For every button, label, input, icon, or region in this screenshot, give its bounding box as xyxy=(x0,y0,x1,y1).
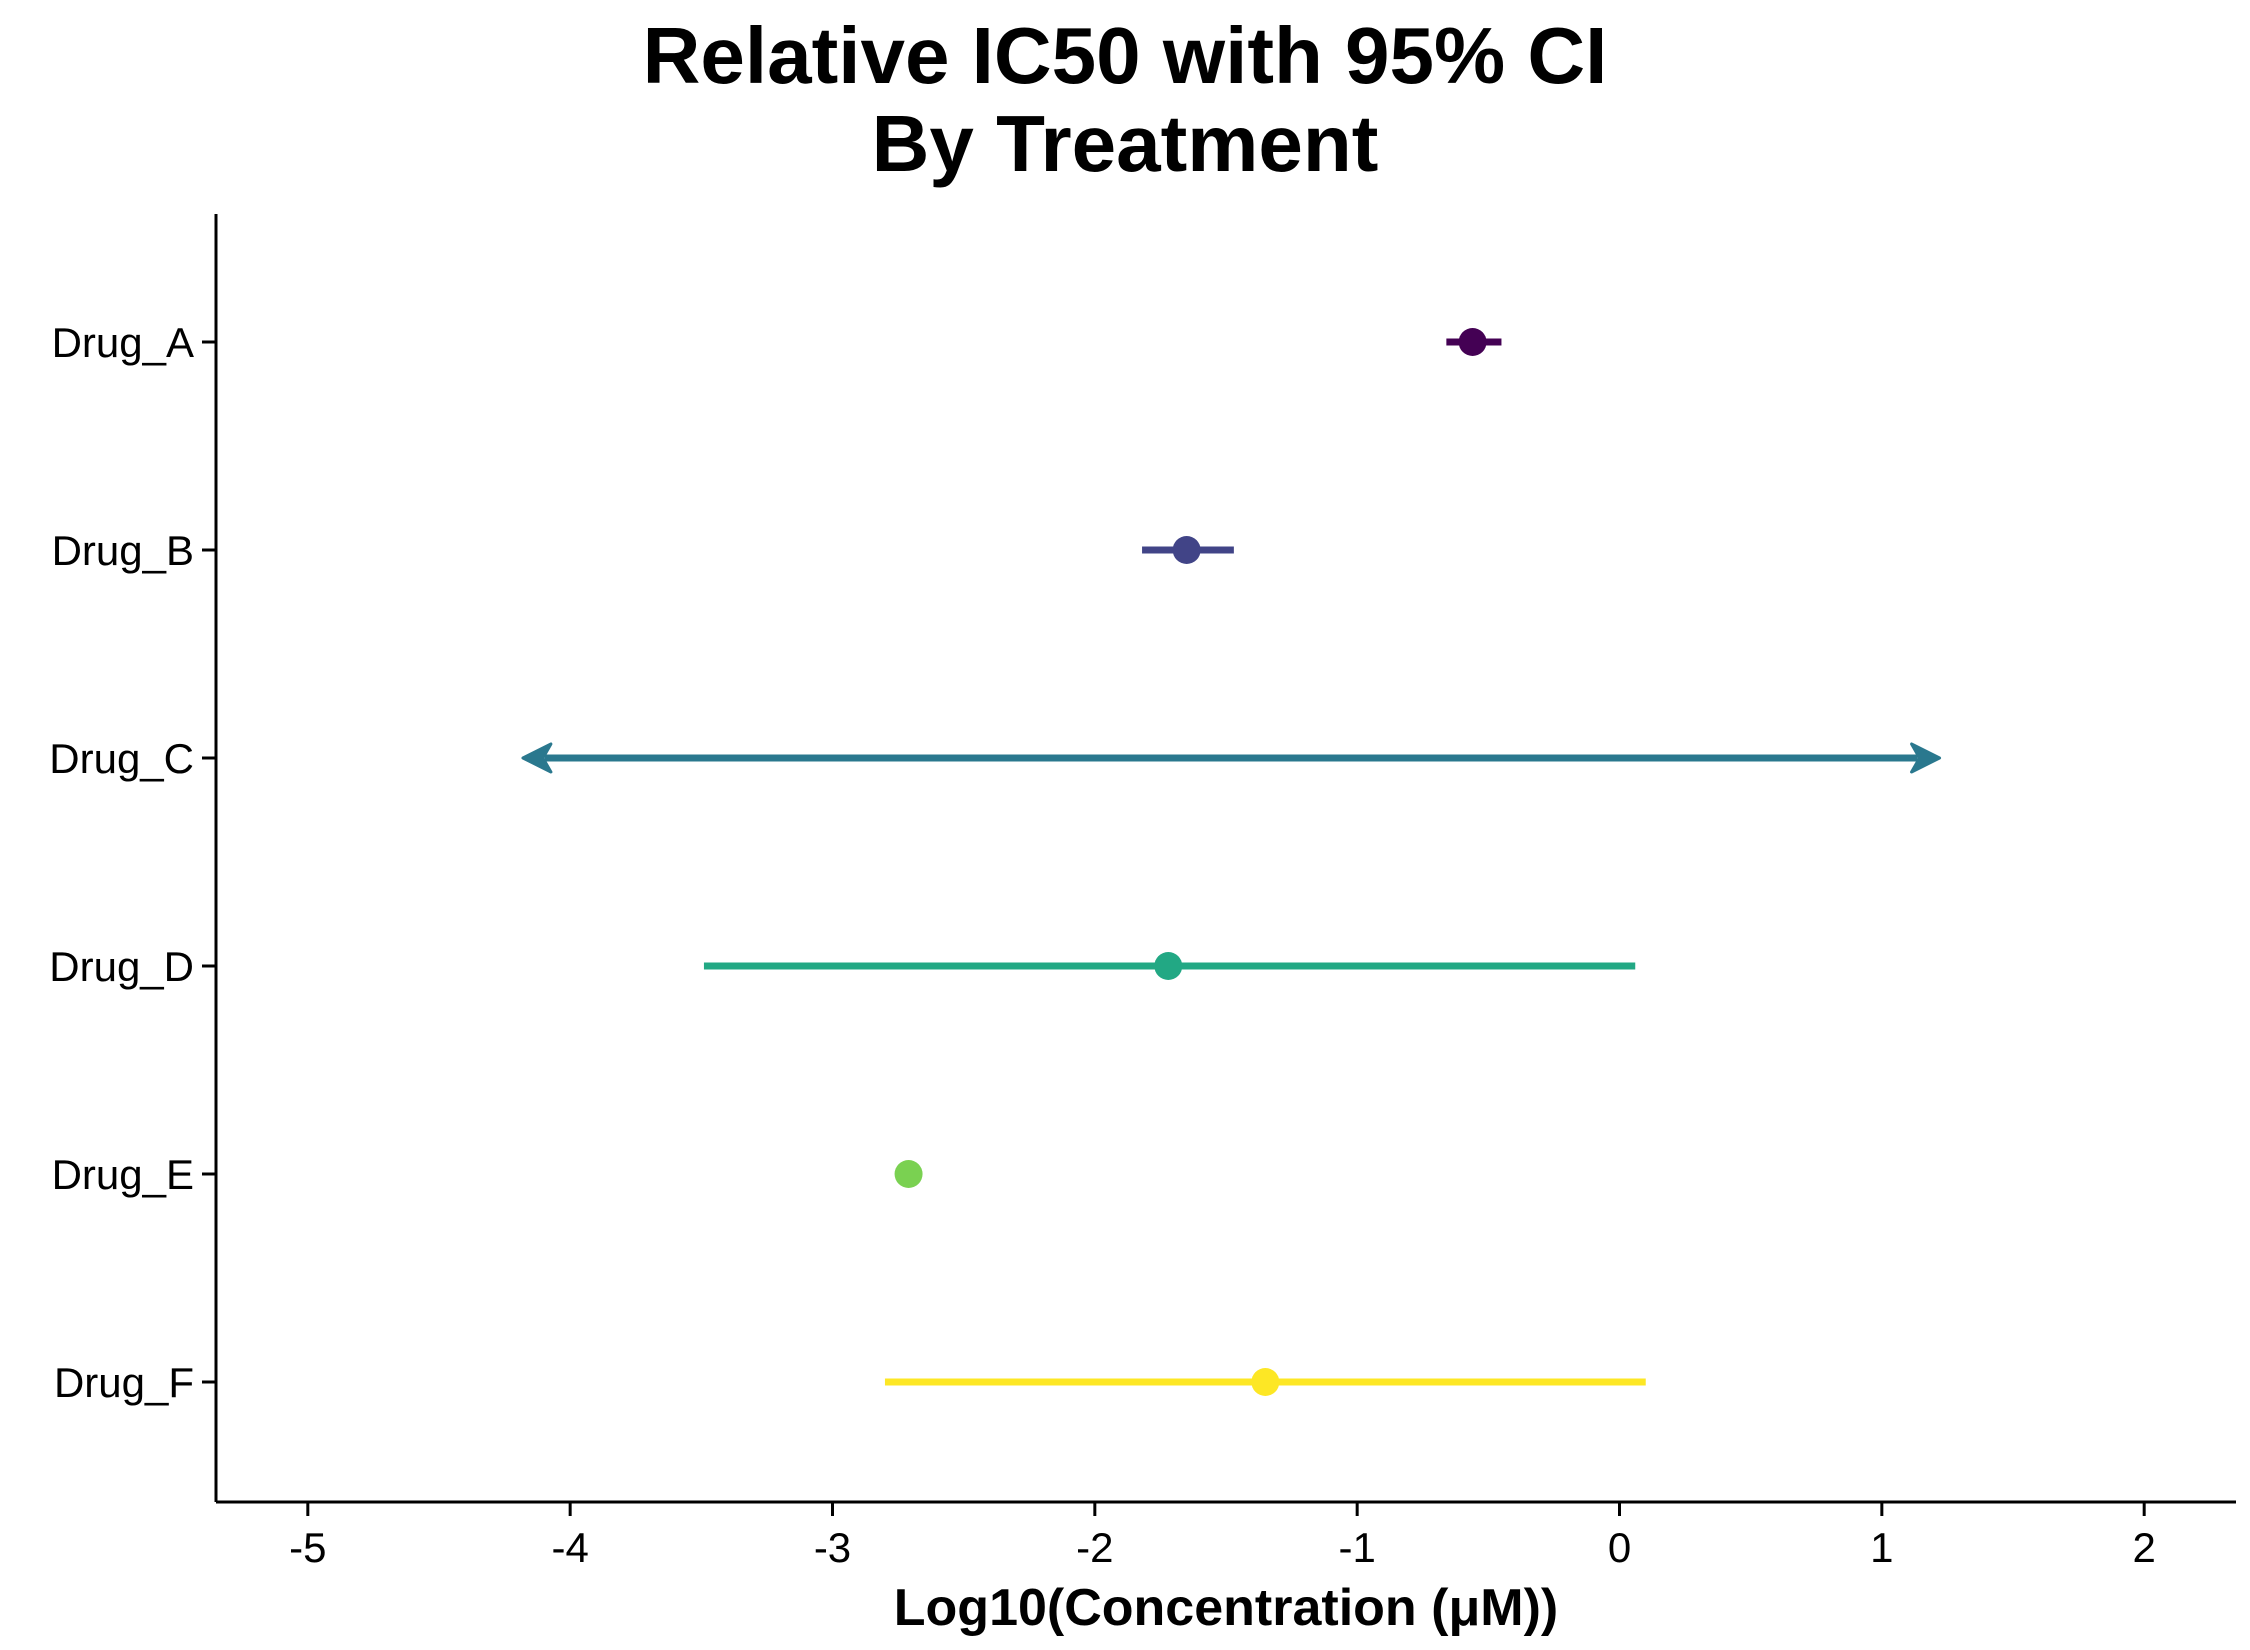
ic50-point xyxy=(894,1160,923,1188)
x-tick-label: -2 xyxy=(1076,1524,1113,1571)
x-tick-label: 2 xyxy=(2133,1524,2156,1571)
ic50-point xyxy=(1458,328,1487,356)
y-tick-label: Drug_D xyxy=(49,943,194,990)
x-tick-label: 1 xyxy=(1870,1524,1893,1571)
x-tick-label: -5 xyxy=(289,1524,326,1571)
y-tick-label: Drug_A xyxy=(52,319,194,366)
chart-title-line-1: Relative IC50 with 95% CI xyxy=(642,11,1608,100)
ci-arrow-right xyxy=(1910,742,1942,774)
x-axis-label: Log10(Concentration (μM)) xyxy=(894,1579,1558,1637)
interval-marks xyxy=(521,328,1942,1396)
x-axis-ticks: -5 -4 -3 -2 -1 0 1 2 xyxy=(289,1502,2156,1571)
x-tick-label: -1 xyxy=(1338,1524,1375,1571)
x-tick-label: -3 xyxy=(814,1524,851,1571)
ic50-point xyxy=(1251,1368,1280,1396)
x-tick-label: -4 xyxy=(551,1524,588,1571)
y-tick-label: Drug_F xyxy=(54,1359,194,1406)
ic50-point xyxy=(1154,952,1183,980)
y-axis-ticks: Drug_A Drug_B Drug_C Drug_D Drug_E Drug_F xyxy=(49,319,216,1406)
y-tick-label: Drug_C xyxy=(49,735,194,782)
y-tick-label: Drug_E xyxy=(52,1151,194,1198)
ic50-point xyxy=(1172,536,1201,564)
y-tick-label: Drug_B xyxy=(52,527,194,574)
ci-arrow-left xyxy=(521,742,553,774)
x-tick-label: 0 xyxy=(1608,1524,1631,1571)
chart-title-line-2: By Treatment xyxy=(871,99,1379,188)
